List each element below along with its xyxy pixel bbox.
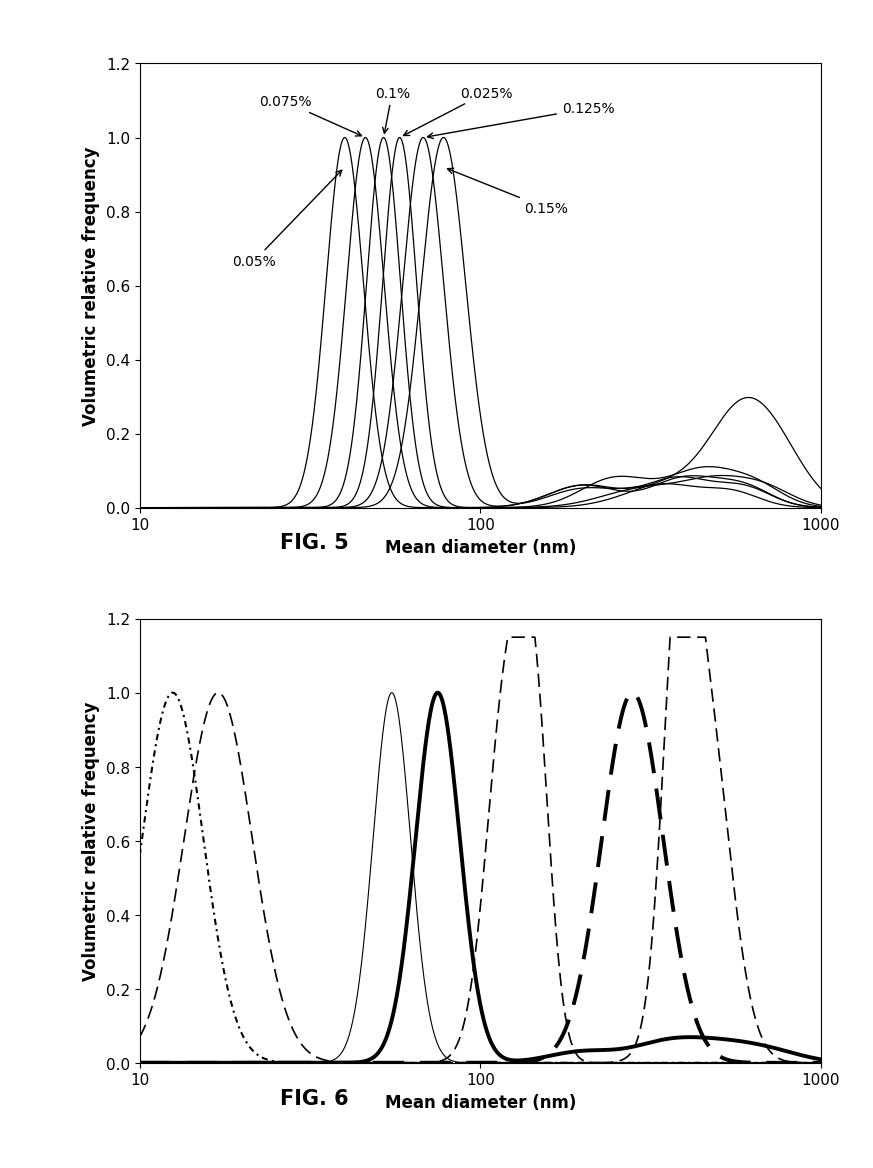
Text: 0.075%: 0.075% <box>258 96 361 137</box>
Text: 0.1%: 0.1% <box>375 86 409 134</box>
Text: 0.15%: 0.15% <box>448 169 568 216</box>
Y-axis label: Volumetric relative frequency: Volumetric relative frequency <box>82 701 100 981</box>
Text: 0.05%: 0.05% <box>231 171 341 269</box>
Text: 0.025%: 0.025% <box>403 86 512 137</box>
Text: FIG. 6: FIG. 6 <box>280 1087 348 1107</box>
Y-axis label: Volumetric relative frequency: Volumetric relative frequency <box>82 146 100 426</box>
Text: FIG. 5: FIG. 5 <box>280 533 348 552</box>
X-axis label: Mean diameter (nm): Mean diameter (nm) <box>384 538 576 556</box>
X-axis label: Mean diameter (nm): Mean diameter (nm) <box>384 1093 576 1111</box>
Text: 0.125%: 0.125% <box>428 102 615 139</box>
